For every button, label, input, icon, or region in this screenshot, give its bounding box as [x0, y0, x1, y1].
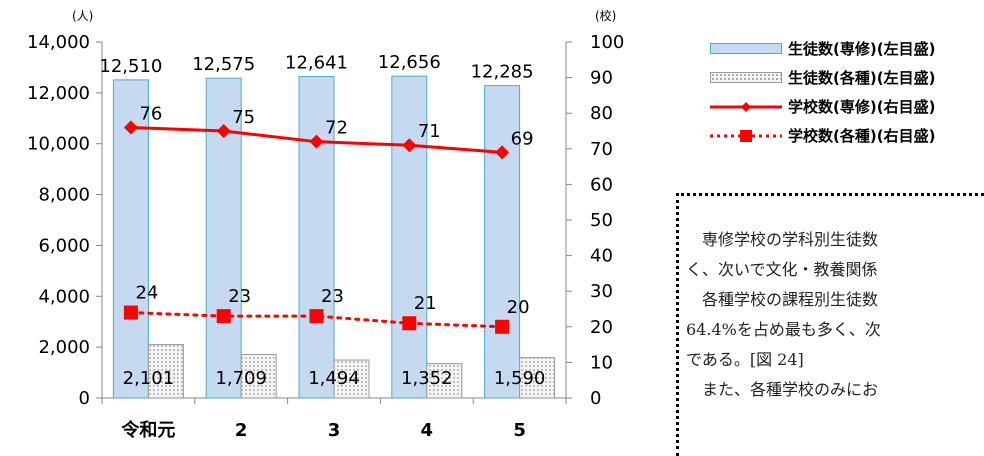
left-tick-label: 4,000 [38, 286, 90, 307]
bar-students-senshu [484, 85, 521, 399]
legend-item-students-kakushu: 生徒数(各種)(左目盛) [710, 63, 984, 92]
line-label-schools-senshu: 76 [139, 103, 162, 124]
right-tick-label: 50 [590, 210, 613, 231]
line-label-schools-kakushu: 24 [135, 283, 158, 304]
marker-square [123, 305, 138, 320]
line-label-schools-senshu: 71 [418, 121, 441, 142]
line-label-schools-kakushu: 23 [321, 286, 344, 307]
marker-diamond [402, 138, 417, 153]
right-tick-label: 40 [590, 246, 613, 267]
marker-square [309, 309, 324, 324]
legend-label: 生徒数(専修)(左目盛) [788, 40, 936, 58]
bar-students-kakushu [426, 363, 463, 399]
left-tick-label: 6,000 [38, 235, 90, 256]
chart-legend: 生徒数(専修)(左目盛) 生徒数(各種)(左目盛) 学校数(専修)(右目盛) 学… [710, 34, 984, 150]
bar-label-students-kakushu: 1,709 [215, 368, 267, 389]
left-tick-label: 2,000 [38, 337, 90, 358]
bar-students-senshu [298, 76, 335, 399]
legend-item-schools-senshu: 学校数(専修)(右目盛) [710, 92, 984, 121]
bar-label-students-kakushu: 1,494 [308, 368, 360, 389]
legend-key-line-dotted [710, 128, 782, 144]
note-line: 専修学校の学科別生徒数 [702, 230, 879, 249]
marker-diamond [495, 145, 510, 160]
left-tick-label: 12,000 [27, 83, 90, 104]
legend-key-line-solid [710, 99, 782, 115]
x-tick-label: 令和元 [120, 419, 175, 441]
bar-students-kakushu [519, 357, 556, 399]
bar-label-students-kakushu: 2,101 [123, 368, 175, 389]
left-tick-label: 8,000 [38, 185, 90, 206]
line-label-schools-kakushu: 23 [228, 286, 251, 307]
right-tick-label: 100 [590, 32, 624, 53]
x-tick-label: 2 [235, 420, 248, 441]
left-tick-label: 10,000 [27, 134, 90, 155]
marker-diamond [216, 124, 231, 138]
bar-label-students-kakushu: 1,590 [494, 368, 546, 389]
right-tick-label: 70 [590, 139, 613, 160]
bar-students-kakushu [240, 354, 277, 399]
legend-key-bar-blue [710, 41, 782, 57]
x-tick-label: 5 [513, 420, 526, 441]
bar-label-students-senshu: 12,641 [285, 53, 348, 74]
legend-key-bar-dotted [710, 70, 782, 86]
line-schools-kakushu [129, 311, 504, 329]
bar-students-senshu [391, 75, 428, 399]
left-axis-unit: (人) [72, 9, 93, 23]
legend-label: 学校数(専修)(右目盛) [788, 98, 936, 116]
right-tick-label: 80 [590, 103, 613, 124]
chart-area: 0 2,000 4,000 6,000 8,000 10,000 12,000 14,000 0… [27, 8, 624, 441]
note-line: である。[図 24] [686, 350, 804, 369]
marker-square [216, 309, 231, 324]
bar-label-students-senshu: 12,575 [192, 54, 255, 75]
line-label-schools-kakushu: 20 [507, 297, 530, 318]
bar-label-students-senshu: 12,285 [471, 62, 534, 83]
line-label-schools-senshu: 69 [511, 128, 534, 149]
marker-square [495, 319, 510, 334]
marker-diamond [309, 134, 324, 149]
right-tick-label: 10 [590, 352, 613, 373]
callout-box [676, 193, 984, 456]
right-axis-unit: (校) [595, 8, 616, 23]
note-line: また、各種学校のみにお [702, 380, 879, 399]
right-tick-label: 90 [590, 68, 613, 89]
bar-students-kakushu [333, 359, 370, 399]
marker-square [402, 316, 417, 331]
note-line: 64.4%を占め最も多く、次 [686, 320, 881, 339]
left-tick-label: 14,000 [27, 32, 90, 53]
bar-label-students-senshu: 12,510 [99, 56, 162, 77]
right-tick-label: 30 [590, 281, 613, 302]
note-line: く、次いで文化・教養関係 [686, 260, 878, 279]
right-tick-label: 0 [590, 388, 601, 409]
legend-label: 学校数(各種)(右目盛) [788, 127, 936, 145]
x-tick-label: 4 [421, 420, 434, 441]
right-tick-label: 60 [590, 174, 613, 195]
bar-label-students-senshu: 12,656 [378, 52, 441, 73]
legend-label: 生徒数(各種)(左目盛) [788, 69, 936, 87]
marker-diamond [123, 120, 138, 135]
line-label-schools-senshu: 75 [232, 107, 255, 128]
right-tick-label: 20 [590, 317, 613, 338]
legend-item-schools-kakushu: 学校数(各種)(右目盛) [710, 121, 984, 150]
line-label-schools-kakushu: 21 [414, 293, 437, 314]
bar-label-students-kakushu: 1,352 [401, 368, 453, 389]
bar-students-kakushu [147, 344, 184, 399]
note-line: 各種学校の課程別生徒数 [702, 290, 879, 309]
note-text: 専修学校の学科別生徒数 く、次いで文化・教養関係 各種学校の課程別生徒数 64.… [686, 225, 984, 405]
line-label-schools-senshu: 72 [325, 118, 348, 139]
x-tick-label: 3 [328, 420, 341, 441]
legend-item-students-senshu: 生徒数(専修)(左目盛) [710, 34, 984, 63]
left-tick-label: 0 [79, 388, 90, 409]
